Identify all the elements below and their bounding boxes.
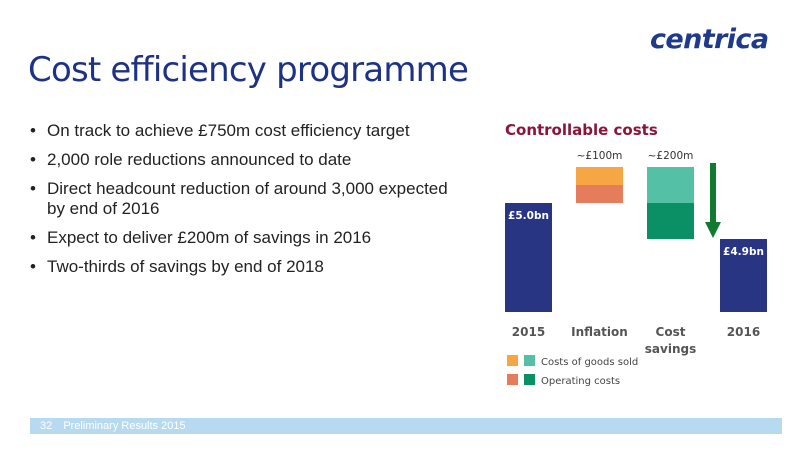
- bullet-text: On track to achieve £750m cost efficienc…: [47, 121, 410, 140]
- step-value-label-savings: ~£200m: [648, 150, 694, 162]
- page-title: Cost efficiency programme: [28, 50, 469, 90]
- bullet-item: • Direct headcount reduction of around 3,…: [30, 179, 470, 219]
- category-label-2016: 2016: [727, 325, 760, 339]
- down-arrow-icon: [705, 222, 721, 238]
- footer-text: Preliminary Results 2015: [63, 420, 186, 432]
- chart-title: Controllable costs: [505, 121, 658, 139]
- bullet-text: Direct headcount reduction of around 3,0…: [47, 179, 448, 218]
- bullet-dot-icon: •: [30, 257, 36, 276]
- legend-swatch-0-1: [524, 355, 535, 366]
- legend-label-1: Operating costs: [541, 376, 620, 387]
- total-bar-2015: [505, 203, 552, 312]
- legend-label-0: Costs of goods sold: [541, 357, 638, 368]
- bullet-dot-icon: •: [30, 228, 36, 247]
- bullet-text: 2,000 role reductions announced to date: [47, 150, 352, 169]
- footer-bar: [30, 418, 782, 434]
- step-value-label-inflation: ~£100m: [577, 150, 623, 162]
- category-label-cost-savings: Cost: [656, 325, 686, 339]
- bullet-text: Two-thirds of savings by end of 2018: [47, 257, 324, 276]
- total-value-label-2015: £5.0bn: [508, 210, 549, 222]
- legend-swatch-1-1: [524, 374, 535, 385]
- legend-swatch-1-0: [507, 374, 518, 385]
- centrica-logo: centrica: [650, 24, 769, 55]
- bullet-text: Expect to deliver £200m of savings in 20…: [47, 228, 372, 247]
- total-bar-2016: [720, 239, 767, 312]
- step-segment-inflation-0: [576, 167, 623, 185]
- category-label-2015: 2015: [512, 325, 545, 339]
- step-segment-inflation-1: [576, 185, 623, 203]
- legend-swatch-0-0: [507, 355, 518, 366]
- bullet-dot-icon: •: [30, 179, 36, 198]
- category-label-cost-savings: savings: [645, 342, 696, 356]
- bullet-item: • Expect to deliver £200m of savings in 2…: [30, 228, 470, 248]
- footer: 32 Preliminary Results 2015: [40, 418, 186, 434]
- controllable-costs-chart: £5.0bn £4.9bn ~£100m ~£200m 2015 Inflation Cos…: [505, 150, 767, 387]
- step-segment-savings-1: [647, 203, 694, 239]
- page-number: 32: [40, 420, 53, 432]
- step-segment-savings-0: [647, 167, 694, 203]
- total-value-label-2016: £4.9bn: [723, 246, 764, 258]
- bullet-item: • 2,000 role reductions announced to date: [30, 150, 470, 170]
- bullet-dot-icon: •: [30, 121, 36, 140]
- category-label-inflation: Inflation: [571, 325, 628, 339]
- bullet-item: • Two-thirds of savings by end of 2018: [30, 257, 470, 277]
- bullet-list: • On track to achieve £750m cost efficien…: [30, 121, 470, 286]
- bullet-dot-icon: •: [30, 150, 36, 169]
- bullet-item: • On track to achieve £750m cost efficien…: [30, 121, 470, 141]
